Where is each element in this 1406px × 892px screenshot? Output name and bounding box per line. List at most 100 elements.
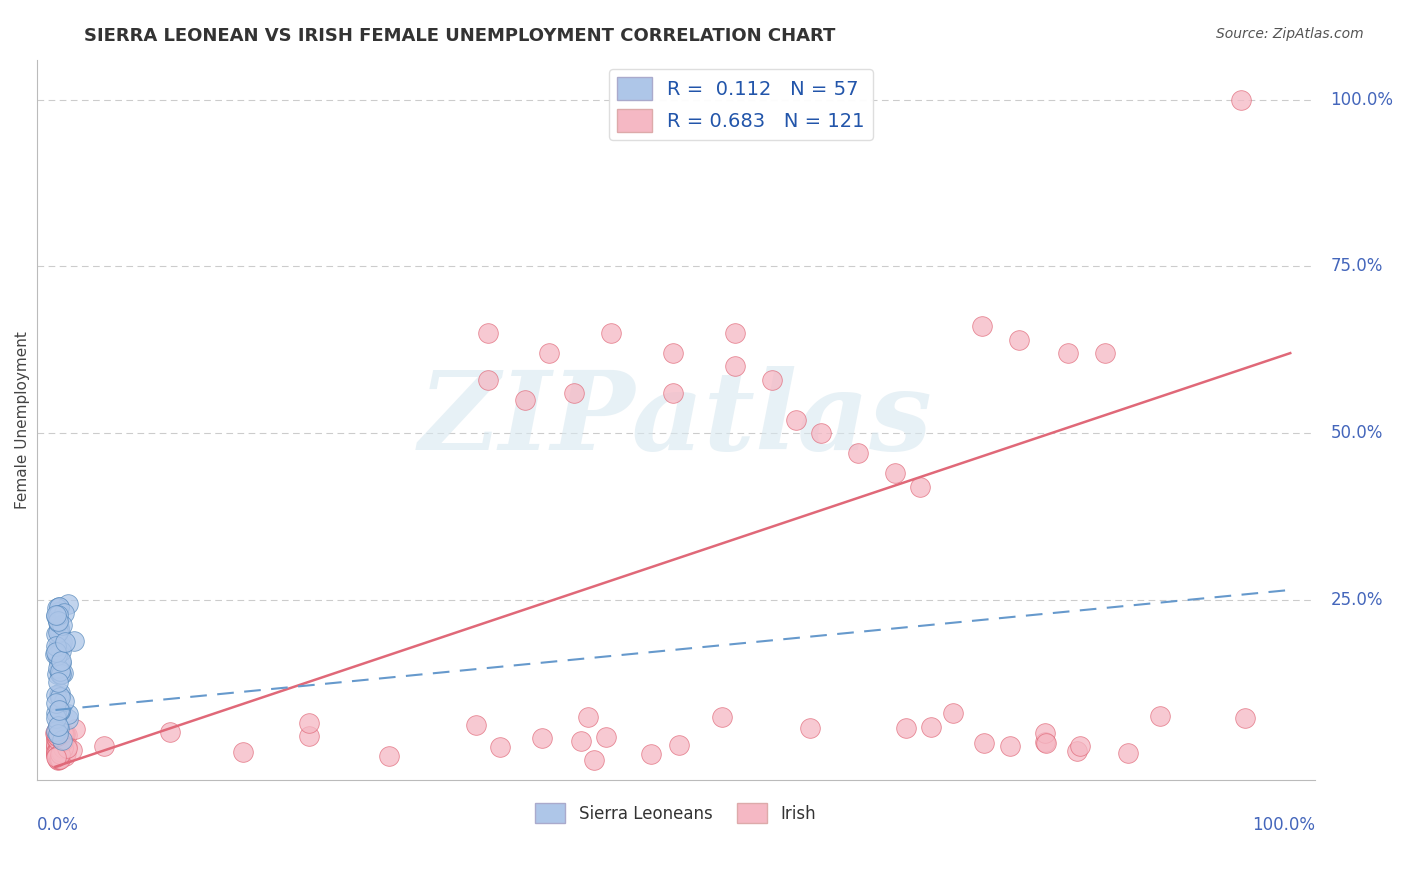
Point: [46, 614, 69, 628]
Point: [232, 745, 254, 759]
Point: [56, 739, 79, 754]
Point: [45, 601, 67, 615]
Text: Source: ZipAtlas.com: Source: ZipAtlas.com: [1216, 27, 1364, 41]
Point: [48, 599, 70, 614]
Point: [710, 710, 733, 724]
Point: [48, 728, 70, 742]
Point: [477, 326, 499, 340]
Point: [799, 721, 821, 735]
Point: [51, 733, 73, 747]
Point: [45, 639, 67, 653]
Point: [1234, 711, 1257, 725]
Point: [46, 743, 69, 757]
Point: [45, 738, 67, 752]
Point: [46, 747, 69, 761]
Point: [48, 752, 70, 766]
Text: 25.0%: 25.0%: [1330, 591, 1382, 609]
Point: [45, 746, 67, 760]
Point: [46, 744, 69, 758]
Point: [46, 719, 69, 733]
Point: [46, 732, 69, 747]
Point: [52, 665, 75, 680]
Point: [49, 639, 72, 653]
Point: [810, 426, 832, 441]
Point: [46, 615, 69, 629]
Point: [52, 727, 75, 741]
Point: [45, 725, 67, 739]
Point: [56, 597, 79, 611]
Point: [48, 752, 70, 766]
Point: [55, 748, 77, 763]
Point: [45, 648, 67, 662]
Text: 100.0%: 100.0%: [1330, 91, 1393, 109]
Point: [46, 753, 69, 767]
Point: [46, 640, 69, 654]
Point: [595, 730, 617, 744]
Point: [46, 730, 69, 744]
Point: [46, 624, 69, 639]
Point: [65, 723, 87, 737]
Point: [49, 664, 72, 678]
Point: [785, 413, 807, 427]
Point: [48, 686, 70, 700]
Point: [49, 745, 72, 759]
Point: [46, 724, 69, 739]
Point: [44, 726, 66, 740]
Point: [63, 634, 86, 648]
Text: 0.0%: 0.0%: [37, 816, 79, 834]
Point: [46, 674, 69, 689]
Point: [48, 619, 70, 633]
Point: [49, 739, 72, 753]
Point: [45, 688, 67, 702]
Point: [45, 706, 67, 721]
Point: [44, 647, 66, 661]
Point: [723, 326, 745, 340]
Point: [489, 740, 512, 755]
Point: [942, 706, 965, 721]
Point: [51, 745, 73, 759]
Point: [48, 624, 70, 638]
Point: [668, 738, 690, 752]
Point: [51, 729, 73, 743]
Point: [93, 739, 115, 754]
Point: [52, 734, 75, 748]
Point: [973, 736, 995, 750]
Point: [45, 627, 67, 641]
Point: [45, 747, 67, 762]
Point: [45, 727, 67, 741]
Point: [45, 697, 67, 711]
Point: [159, 725, 181, 739]
Point: [49, 656, 72, 670]
Point: [52, 606, 75, 620]
Point: [45, 745, 67, 759]
Point: [48, 750, 70, 764]
Point: [662, 346, 685, 360]
Point: [920, 721, 942, 735]
Text: 50.0%: 50.0%: [1330, 425, 1382, 442]
Point: [1007, 333, 1029, 347]
Point: [846, 446, 869, 460]
Point: [1094, 346, 1116, 360]
Point: [48, 729, 70, 743]
Point: [56, 706, 79, 721]
Point: [44, 734, 66, 748]
Point: [48, 703, 70, 717]
Point: [46, 727, 69, 741]
Point: [45, 607, 67, 622]
Point: [45, 745, 67, 759]
Point: [48, 752, 70, 766]
Point: [562, 386, 585, 401]
Point: [45, 667, 67, 681]
Point: [48, 731, 70, 745]
Point: [723, 359, 745, 374]
Point: [45, 723, 67, 738]
Point: [53, 727, 76, 741]
Point: [45, 645, 67, 659]
Point: [53, 738, 76, 752]
Point: [378, 748, 401, 763]
Point: [45, 747, 67, 761]
Point: [44, 749, 66, 764]
Point: [49, 703, 72, 717]
Point: [998, 739, 1021, 753]
Point: [49, 747, 72, 761]
